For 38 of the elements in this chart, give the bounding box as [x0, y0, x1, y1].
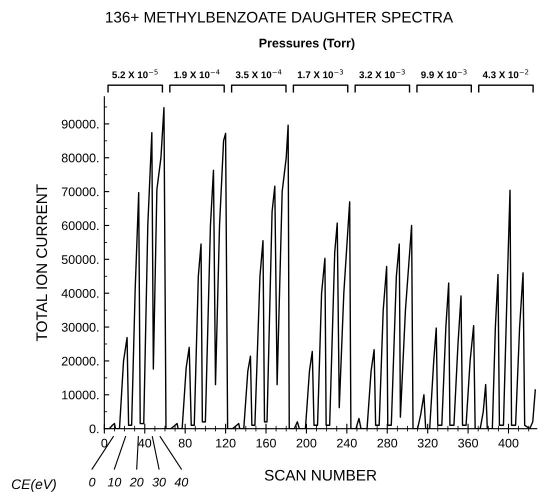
text: 3.2 X 10$^{−3}$ — [359, 69, 405, 78]
y-tick-label: 10000. — [62, 390, 98, 400]
x-tick-label: 120 — [216, 438, 236, 448]
y-tick-label: 30000. — [62, 322, 98, 332]
text: CE(eV) — [12, 478, 56, 492]
y-tick-label: 80000. — [62, 154, 98, 162]
text: 30 — [152, 478, 166, 487]
x-tick-label: 80 — [178, 438, 192, 448]
text: 3.5 X 10$^{−4}$ — [236, 69, 282, 78]
text: 40 — [174, 478, 188, 487]
text: 0 — [89, 478, 96, 487]
x-tick-label: 0 — [101, 438, 108, 448]
x-tick-label: 320 — [418, 438, 438, 448]
text: 4.3 X 10$^{−2}$ — [482, 69, 528, 78]
text: 1.7 X 10$^{−3}$ — [298, 69, 344, 78]
x-tick-label: 40 — [138, 438, 152, 448]
x-tick-label: 400 — [498, 438, 518, 448]
text: 9.9 X 10$^{−3}$ — [421, 69, 467, 78]
y-axis-title: TOTAL ION CURRENT — [36, 184, 48, 342]
text: 10 — [108, 478, 122, 487]
y-tick-label: 70000. — [62, 187, 98, 196]
x-axis-title: SCAN NUMBER — [264, 470, 376, 481]
x-tick-label: 240 — [337, 438, 357, 448]
x-tick-label: 160 — [256, 438, 276, 448]
y-tick-label: 60000. — [62, 221, 98, 230]
x-tick-label: 280 — [377, 438, 398, 448]
x-tick-label: 200 — [296, 438, 316, 448]
text: Pressures (Torr) — [260, 38, 354, 50]
chart-title: 136+ METHYLBENZOATE DAUGHTER SPECTRA — [106, 12, 454, 23]
y-tick-label: 0. — [90, 424, 98, 434]
y-tick-label: 50000. — [62, 255, 98, 264]
text: 20 — [130, 478, 144, 487]
x-tick-label: 360 — [458, 438, 478, 448]
y-tick-label: 40000. — [62, 289, 98, 298]
text: 5.2 X 10$^{−5}$ — [112, 69, 158, 78]
y-tick-label: 90000. — [62, 120, 98, 129]
y-tick-label: 20000. — [62, 356, 98, 366]
text: 1.9 X 10$^{−4}$ — [174, 69, 220, 78]
